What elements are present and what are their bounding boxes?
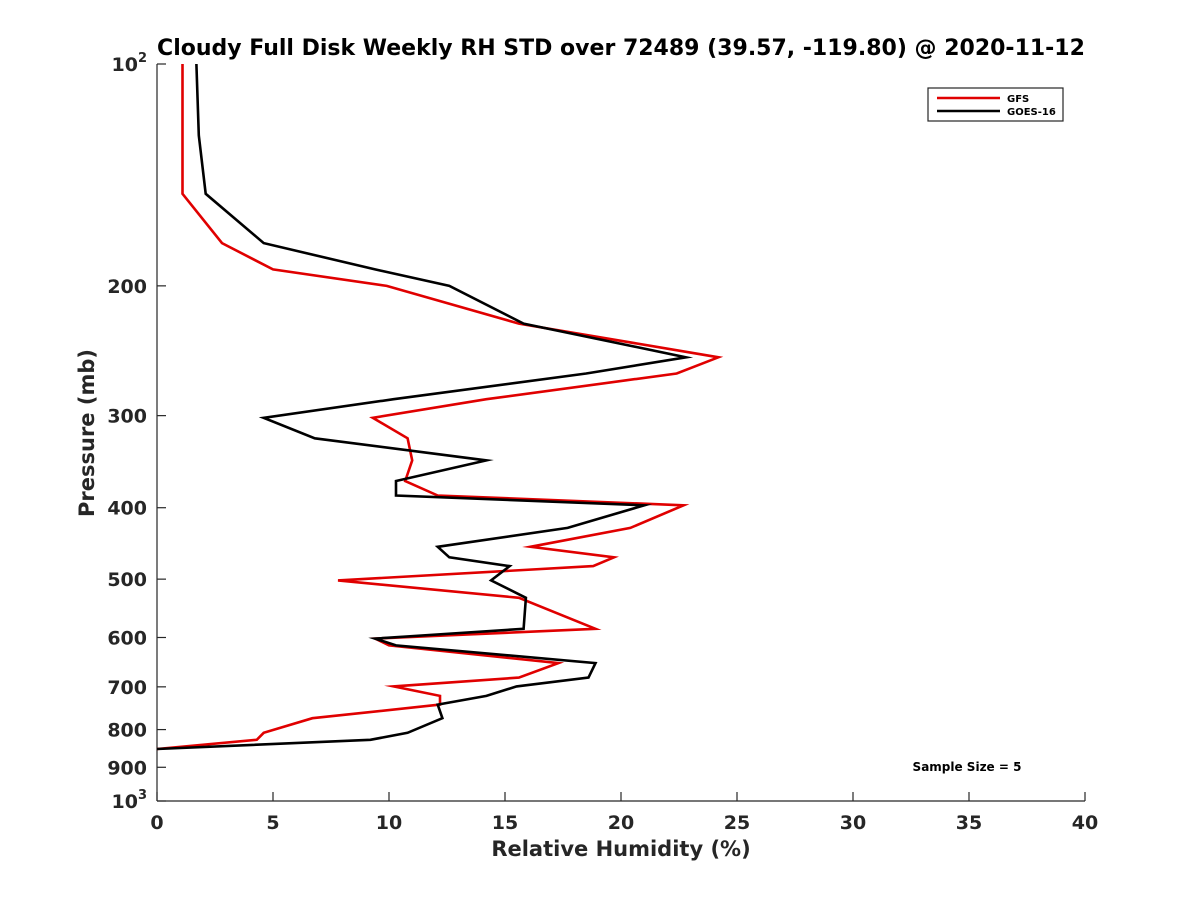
x-tick-label: 40 xyxy=(1072,812,1098,834)
x-tick-label: 35 xyxy=(956,812,982,834)
y-axis-label: Pressure (mb) xyxy=(75,349,99,517)
y-tick-label: 800 xyxy=(107,720,147,742)
x-tick-label: 10 xyxy=(376,812,402,834)
y-tick-base: 200 xyxy=(107,276,147,298)
x-tick-label: 30 xyxy=(840,812,866,834)
legend-label: GFS xyxy=(1007,94,1029,105)
x-tick-label: 5 xyxy=(266,812,279,834)
x-tick-label: 15 xyxy=(492,812,518,834)
series-group xyxy=(156,63,724,751)
y-tick-exponent: 3 xyxy=(138,788,147,803)
y-tick-base: 500 xyxy=(107,569,147,591)
y-tick-label: 102 xyxy=(112,51,148,76)
y-tick-base: 10 xyxy=(112,791,138,813)
x-tick-label: 20 xyxy=(608,812,634,834)
y-tick-base: 10 xyxy=(112,54,138,76)
series-line-goes-16 xyxy=(156,63,694,751)
y-tick-label: 900 xyxy=(107,757,147,779)
y-tick-base: 400 xyxy=(107,498,147,520)
x-ticks: 0 5 10 15 20 25 30 35 40 xyxy=(150,792,1098,834)
y-tick-label: 500 xyxy=(107,569,147,591)
y-tick-base: 600 xyxy=(107,627,147,649)
y-tick-label: 200 xyxy=(107,276,147,298)
y-tick-base: 900 xyxy=(107,757,147,779)
y-tick-label: 300 xyxy=(107,406,147,428)
x-tick-label: 0 xyxy=(150,812,163,834)
legend-box xyxy=(927,87,1064,122)
plot-area xyxy=(156,64,1085,802)
x-tick-label: 25 xyxy=(724,812,750,834)
y-tick-label: 600 xyxy=(107,627,147,649)
y-tick-base: 800 xyxy=(107,720,147,742)
y-tick-label: 103 xyxy=(112,788,148,813)
chart-title: Cloudy Full Disk Weekly RH STD over 7248… xyxy=(157,36,1085,61)
legend-label: GOES-16 xyxy=(1007,107,1056,118)
y-tick-exponent: 2 xyxy=(138,51,147,66)
legend: GFS GOES-16 xyxy=(927,87,1064,122)
sample-size-note: Sample Size = 5 xyxy=(913,760,1022,774)
x-axis-label: Relative Humidity (%) xyxy=(491,837,750,861)
y-tick-label: 400 xyxy=(107,498,147,520)
y-tick-base: 700 xyxy=(107,677,147,699)
series-line-gfs xyxy=(156,64,724,751)
y-tick-label: 700 xyxy=(107,677,147,699)
y-tick-base: 300 xyxy=(107,406,147,428)
